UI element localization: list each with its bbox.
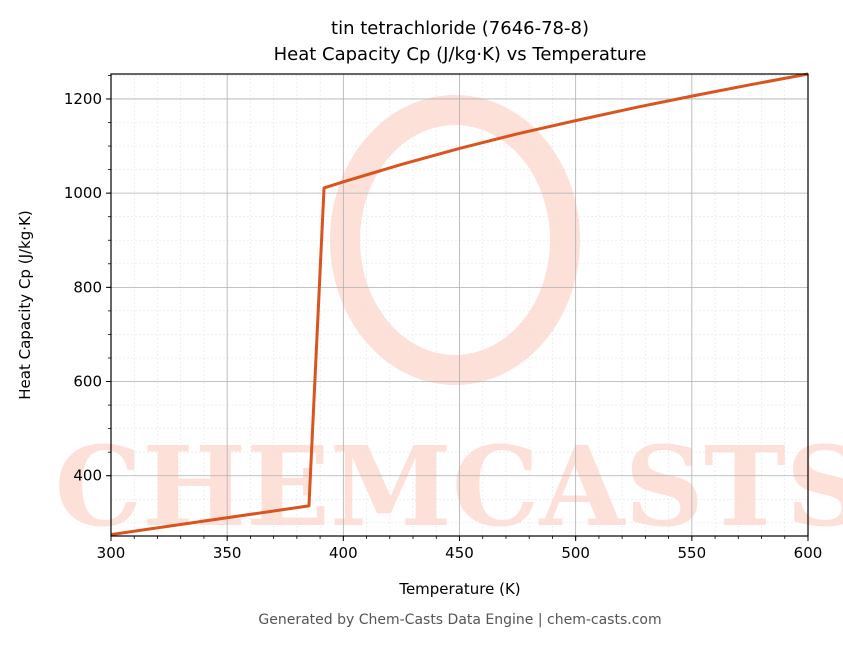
watermark-group: CHEMCASTS (55, 95, 843, 551)
footer: Generated by Chem-Casts Data Engine | ch… (258, 612, 661, 628)
x-tick-label: 600 (794, 544, 823, 562)
x-axis-label: Temperature (K) (398, 580, 520, 598)
x-tick-label: 550 (678, 544, 707, 562)
x-tick-label: 450 (445, 544, 474, 562)
y-tick-label: 1200 (64, 90, 102, 108)
y-tick-label: 1000 (64, 184, 102, 202)
chart-subtitle: Heat Capacity Cp (J/kg·K) vs Temperature (274, 44, 647, 65)
chart-title: tin tetrachloride (7646-78-8) (331, 18, 589, 39)
y-tick-label: 800 (73, 278, 102, 296)
x-tick-label: 500 (561, 544, 590, 562)
x-tick-label: 350 (213, 544, 242, 562)
x-tick-label: 300 (97, 544, 126, 562)
y-tick-label: 400 (73, 467, 102, 485)
plot-frame (110, 73, 809, 537)
y-tick-label: 600 (73, 373, 102, 391)
x-tick-label: 400 (329, 544, 358, 562)
watermark: CHEMCASTS (55, 422, 843, 551)
data-line (110, 72, 809, 537)
y-axis-label: Heat Capacity Cp (J/kg·K) (16, 210, 34, 399)
